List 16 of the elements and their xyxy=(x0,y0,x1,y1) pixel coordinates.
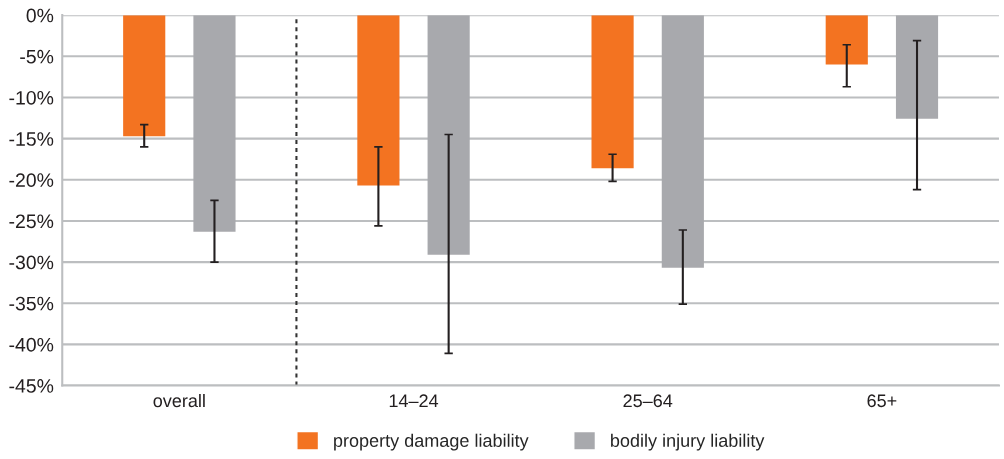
legend-label: property damage liability xyxy=(334,433,529,451)
y-tick-label: -25% xyxy=(9,214,54,229)
legend-label: bodily injury liability xyxy=(611,433,765,451)
x-tick-label: 25–64 xyxy=(623,394,673,408)
y-tick-label: -30% xyxy=(9,255,54,270)
y-tick-label: -45% xyxy=(9,379,54,393)
y-tick-label: 0% xyxy=(26,8,54,23)
y-tick-label: -10% xyxy=(9,90,54,105)
y-tick-label: -40% xyxy=(9,337,54,352)
x-tick-label: overall xyxy=(153,393,205,408)
y-tick-label: -5% xyxy=(20,49,54,64)
y-tick-label: -20% xyxy=(9,173,54,188)
y-tick-label: -35% xyxy=(9,296,54,311)
x-tick-label: 14–24 xyxy=(389,394,439,407)
y-tick-label: -15% xyxy=(9,132,54,146)
x-tick-label: 65+ xyxy=(867,394,897,408)
